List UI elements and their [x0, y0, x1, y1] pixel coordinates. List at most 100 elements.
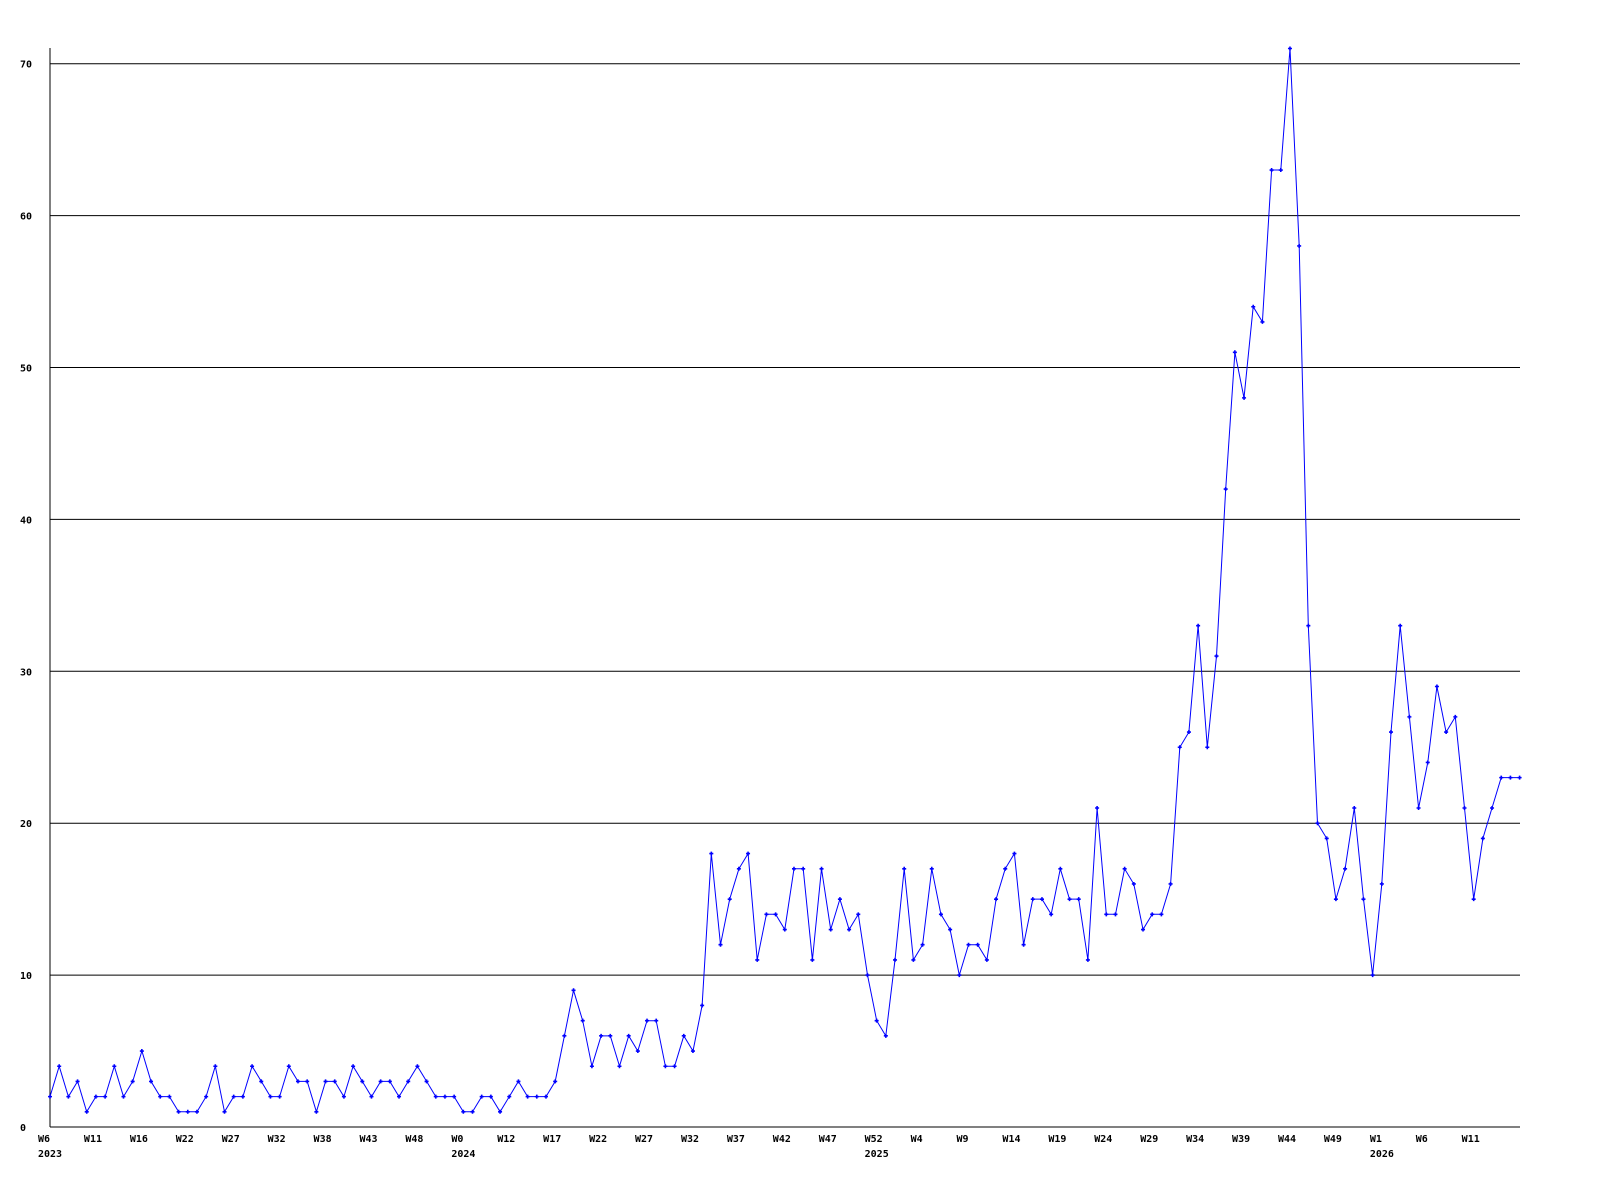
data-point: [1287, 46, 1292, 51]
data-point: [1177, 745, 1182, 750]
data-point: [920, 942, 925, 947]
data-point: [1434, 684, 1439, 689]
data-point: [1232, 350, 1237, 355]
x-tick-label: W52: [865, 1134, 883, 1145]
data-point: [589, 1064, 594, 1069]
data-point: [893, 957, 898, 962]
data-point: [84, 1109, 89, 1114]
data-point: [608, 1033, 613, 1038]
x-tick-label: W9: [957, 1134, 969, 1145]
data-point: [498, 1109, 503, 1114]
data-point: [1242, 395, 1247, 400]
data-point: [93, 1094, 98, 1099]
data-point: [1480, 836, 1485, 841]
data-point: [433, 1094, 438, 1099]
data-point: [1168, 881, 1173, 886]
data-point: [837, 897, 842, 902]
data-point: [1333, 897, 1338, 902]
x-tick-label: W12: [497, 1134, 515, 1145]
data-point: [994, 897, 999, 902]
data-point: [1076, 897, 1081, 902]
data-point: [250, 1064, 255, 1069]
x-tick-label: W17: [543, 1134, 561, 1145]
data-point: [599, 1033, 604, 1038]
data-point: [1379, 881, 1384, 886]
data-point: [847, 927, 852, 932]
data-point: [1260, 319, 1265, 324]
y-tick-label: 50: [20, 364, 32, 375]
x-tick-label: W29: [1140, 1134, 1158, 1145]
data-point: [360, 1079, 365, 1084]
x-tick-label: W47: [819, 1134, 837, 1145]
year-label: 2024: [451, 1149, 475, 1160]
data-point: [957, 973, 962, 978]
data-point: [1223, 487, 1228, 492]
data-point: [1278, 168, 1283, 173]
data-point: [341, 1094, 346, 1099]
data-point: [1214, 654, 1219, 659]
data-point: [929, 866, 934, 871]
year-label: 2026: [1370, 1149, 1394, 1160]
x-tick-label: W42: [773, 1134, 791, 1145]
data-point: [57, 1064, 62, 1069]
x-tick-label: W27: [635, 1134, 653, 1145]
data-point: [479, 1094, 484, 1099]
data-point: [562, 1033, 567, 1038]
data-point: [1085, 957, 1090, 962]
y-tick-label: 30: [20, 667, 32, 678]
data-point: [240, 1094, 245, 1099]
data-point: [1012, 851, 1017, 856]
data-point: [1306, 623, 1311, 628]
x-tick-label: W27: [222, 1134, 240, 1145]
data-point: [856, 912, 861, 917]
data-point: [874, 1018, 879, 1023]
data-point: [1196, 623, 1201, 628]
data-point: [1425, 760, 1430, 765]
x-axis-year-labels: 2023 2024 2025 2026: [38, 1149, 1394, 1160]
data-point: [268, 1094, 273, 1099]
data-point: [1324, 836, 1329, 841]
data-point: [672, 1064, 677, 1069]
data-point: [975, 942, 980, 947]
data-point: [1030, 897, 1035, 902]
data-point: [397, 1094, 402, 1099]
x-tick-label: W4: [911, 1134, 923, 1145]
y-tick-label: 10: [20, 971, 32, 982]
x-tick-label: W37: [727, 1134, 745, 1145]
data-point: [222, 1109, 227, 1114]
data-point: [415, 1064, 420, 1069]
data-point: [305, 1079, 310, 1084]
data-point: [185, 1109, 190, 1114]
x-tick-label: W49: [1324, 1134, 1342, 1145]
x-tick-label: W11: [1462, 1134, 1480, 1145]
data-point: [1039, 897, 1044, 902]
data-point: [1095, 806, 1100, 811]
y-tick-label: 40: [20, 515, 32, 526]
data-point: [755, 957, 760, 962]
data-point: [507, 1094, 512, 1099]
data-point: [801, 866, 806, 871]
data-point: [663, 1064, 668, 1069]
y-tick-label: 0: [20, 1123, 26, 1134]
data-point: [1499, 775, 1504, 780]
data-point: [727, 897, 732, 902]
data-point: [1444, 730, 1449, 735]
data-point: [865, 973, 870, 978]
data-point: [828, 927, 833, 932]
data-point: [1021, 942, 1026, 947]
data-point: [938, 912, 943, 917]
data-point: [213, 1064, 218, 1069]
data-point: [1049, 912, 1054, 917]
data-point: [1058, 866, 1063, 871]
data-point: [277, 1094, 282, 1099]
data-point: [984, 957, 989, 962]
x-tick-label: W43: [359, 1134, 377, 1145]
data-point: [75, 1079, 80, 1084]
data-point: [1297, 243, 1302, 248]
data-point: [764, 912, 769, 917]
x-tick-label: W32: [681, 1134, 699, 1145]
data-point: [66, 1094, 71, 1099]
data-point: [167, 1094, 172, 1099]
data-point: [1104, 912, 1109, 917]
